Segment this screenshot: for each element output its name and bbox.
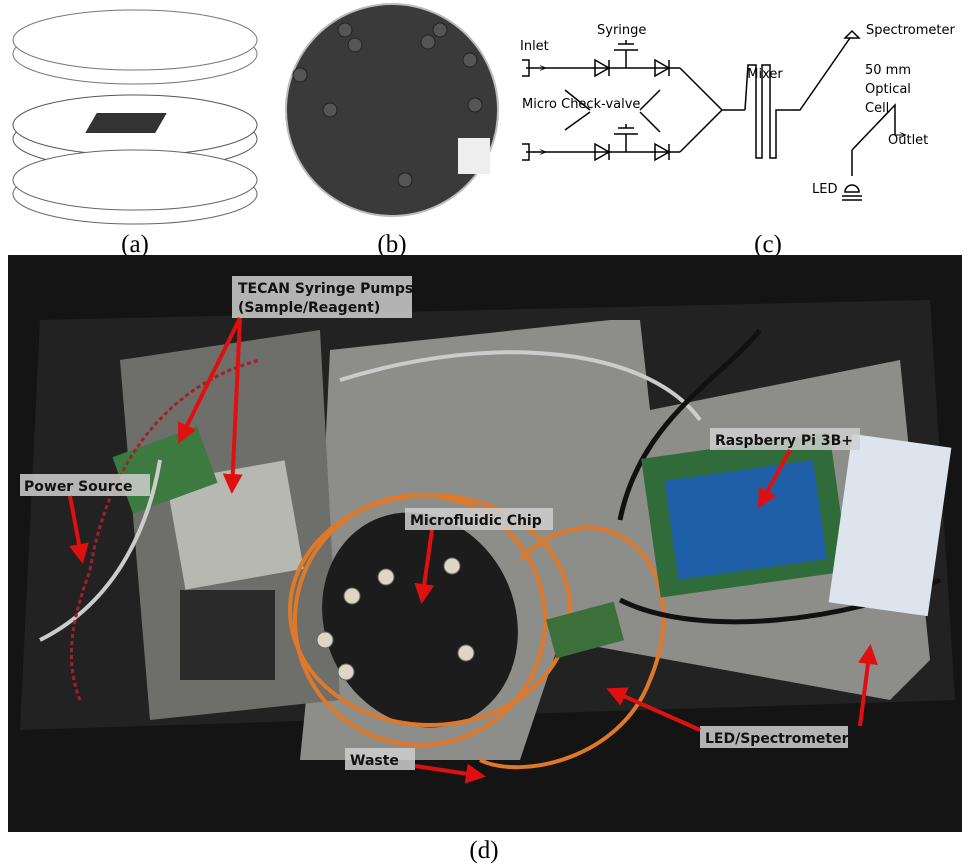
disk	[13, 10, 257, 70]
label: Syringe	[597, 23, 646, 38]
port	[323, 103, 337, 117]
label: Microfluidic Chip	[410, 513, 542, 529]
label: Raspberry Pi 3B+	[715, 433, 853, 449]
label: Mixer	[747, 67, 783, 82]
figure: Inlet Syringe Micro Check-valve Mixer Spectr…	[0, 0, 969, 868]
port	[421, 35, 435, 49]
disk	[13, 150, 257, 210]
label: (b)	[377, 231, 406, 258]
schematic-line	[614, 40, 638, 68]
label: Optical	[865, 82, 911, 97]
label: (a)	[121, 231, 149, 258]
fitting	[317, 632, 333, 648]
label: Spectrometer	[866, 23, 956, 38]
fitting	[458, 645, 474, 661]
port	[348, 38, 362, 52]
fitting	[444, 558, 460, 574]
label: TECAN Syringe Pumps	[238, 281, 413, 297]
label: (c)	[754, 231, 782, 258]
label: Micro Check-valve	[522, 97, 640, 112]
channel-array	[85, 113, 167, 133]
motor	[180, 590, 275, 680]
label: (d)	[469, 837, 498, 864]
chip-window	[458, 138, 490, 174]
page: {"panels": {"a": "(a)", "b": "(b)", "c":…	[0, 0, 969, 868]
label: Cell	[865, 101, 889, 116]
label: LED	[812, 182, 837, 197]
port	[433, 23, 447, 37]
label: Waste	[350, 753, 399, 769]
port	[463, 53, 477, 67]
pi-hat	[664, 460, 826, 580]
fitting	[338, 664, 354, 680]
fitting	[378, 569, 394, 585]
chip-photo	[286, 4, 498, 216]
label: (Sample/Reagent)	[238, 300, 380, 316]
label: LED/Spectrometer	[705, 731, 849, 747]
port	[398, 173, 412, 187]
port	[338, 23, 352, 37]
label: Power Source	[24, 479, 132, 495]
port	[468, 98, 482, 112]
fitting	[344, 588, 360, 604]
port	[293, 68, 307, 82]
label: Outlet	[888, 133, 928, 148]
label: 50 mm	[865, 63, 911, 78]
schematic-line	[680, 68, 745, 152]
schematic-line	[614, 124, 638, 152]
label: Inlet	[520, 39, 549, 54]
